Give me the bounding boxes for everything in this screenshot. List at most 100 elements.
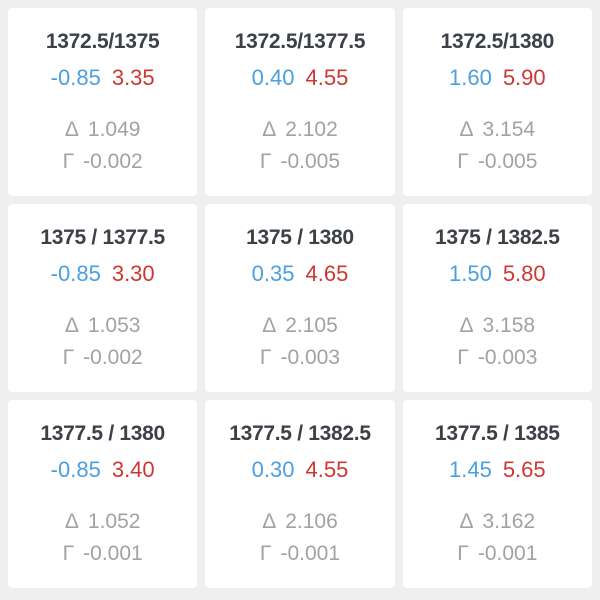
delta-value: 3.158	[482, 314, 536, 337]
gamma-value: -0.001	[477, 542, 538, 565]
gamma-icon: Γ	[457, 150, 469, 173]
greeks-block: Δ 2.102 Γ -0.005	[205, 114, 394, 178]
spread-title: 1375 / 1382.5	[435, 226, 560, 249]
delta-icon: Δ	[64, 510, 79, 533]
bid-price[interactable]: 0.30	[251, 457, 295, 482]
delta-row: Δ 1.049	[8, 114, 197, 146]
price-row: 1.60 5.90	[403, 66, 592, 90]
delta-row: Δ 3.162	[403, 506, 592, 538]
gamma-row: Γ -0.001	[8, 538, 197, 570]
delta-value: 3.162	[482, 510, 536, 533]
gamma-value: -0.005	[477, 150, 538, 173]
gamma-row: Γ -0.003	[205, 342, 394, 374]
gamma-row: Γ -0.003	[403, 342, 592, 374]
spread-title: 1377.5 / 1382.5	[229, 422, 371, 445]
gamma-icon: Γ	[62, 346, 75, 369]
bid-price[interactable]: 0.35	[251, 261, 295, 286]
ask-price[interactable]: 4.55	[305, 457, 349, 482]
bid-price[interactable]: -0.85	[50, 261, 101, 286]
greeks-block: Δ 1.049 Γ -0.002	[8, 114, 197, 178]
bid-price[interactable]: 1.45	[448, 457, 492, 482]
gamma-icon: Γ	[457, 542, 469, 565]
delta-row: Δ 3.154	[403, 114, 592, 146]
delta-icon: Δ	[262, 314, 277, 337]
gamma-value: -0.003	[280, 346, 341, 369]
price-row: 1.45 5.65	[403, 458, 592, 482]
gamma-row: Γ -0.002	[8, 342, 197, 374]
delta-value: 2.105	[285, 314, 338, 337]
gamma-value: -0.003	[477, 346, 538, 369]
greeks-block: Δ 2.106 Γ -0.001	[205, 506, 394, 570]
price-row: 0.40 4.55	[205, 66, 394, 90]
delta-row: Δ 2.102	[205, 114, 394, 146]
price-row: 0.30 4.55	[205, 458, 394, 482]
spread-card[interactable]: 1375 / 1380 0.35 4.65 Δ 2.105 Γ -0.003	[205, 204, 395, 392]
delta-value: 1.052	[87, 510, 141, 533]
delta-row: Δ 1.053	[8, 310, 197, 342]
delta-icon: Δ	[64, 118, 79, 141]
greeks-block: Δ 3.162 Γ -0.001	[403, 506, 592, 570]
gamma-icon: Γ	[259, 542, 272, 565]
ask-price[interactable]: 4.55	[305, 65, 349, 90]
spread-card[interactable]: 1375 / 1377.5 -0.85 3.30 Δ 1.053 Γ -0.00…	[8, 204, 198, 392]
gamma-value: -0.005	[280, 150, 341, 173]
ask-price[interactable]: 5.65	[502, 457, 546, 482]
ask-price[interactable]: 5.90	[502, 65, 546, 90]
bid-price[interactable]: 0.40	[251, 65, 295, 90]
spread-card[interactable]: 1377.5 / 1382.5 0.30 4.55 Δ 2.106 Γ -0.0…	[205, 400, 395, 588]
greeks-block: Δ 3.158 Γ -0.003	[403, 310, 592, 374]
spread-title: 1372.5/1375	[45, 30, 160, 53]
delta-value: 2.106	[285, 510, 338, 533]
bid-price[interactable]: 1.60	[448, 65, 492, 90]
delta-value: 3.154	[482, 118, 536, 141]
gamma-value: -0.001	[280, 542, 341, 565]
delta-icon: Δ	[262, 118, 277, 141]
gamma-value: -0.001	[83, 542, 143, 565]
spread-card[interactable]: 1377.5 / 1385 1.45 5.65 Δ 3.162 Γ -0.001	[402, 400, 592, 588]
ask-price[interactable]: 3.35	[111, 65, 155, 90]
spread-title: 1372.5/1380	[440, 30, 555, 53]
bid-price[interactable]: -0.85	[50, 457, 101, 482]
spread-card[interactable]: 1375 / 1382.5 1.50 5.80 Δ 3.158 Γ -0.003	[402, 204, 592, 392]
gamma-value: -0.002	[83, 346, 143, 369]
ask-price[interactable]: 4.65	[305, 261, 349, 286]
gamma-icon: Γ	[259, 150, 272, 173]
price-row: 0.35 4.65	[205, 262, 394, 286]
delta-value: 1.053	[87, 314, 141, 337]
delta-icon: Δ	[459, 510, 474, 533]
price-row: -0.85 3.30	[8, 262, 197, 286]
price-row: -0.85 3.40	[8, 458, 197, 482]
bid-price[interactable]: -0.85	[50, 65, 101, 90]
delta-icon: Δ	[64, 314, 79, 337]
greeks-block: Δ 1.053 Γ -0.002	[8, 310, 197, 374]
gamma-row: Γ -0.001	[205, 538, 394, 570]
gamma-row: Γ -0.002	[8, 146, 197, 178]
spread-card[interactable]: 1372.5/1380 1.60 5.90 Δ 3.154 Γ -0.005	[402, 8, 592, 196]
greeks-block: Δ 3.154 Γ -0.005	[403, 114, 592, 178]
spread-card[interactable]: 1377.5 / 1380 -0.85 3.40 Δ 1.052 Γ -0.00…	[8, 400, 198, 588]
spread-card[interactable]: 1372.5/1377.5 0.40 4.55 Δ 2.102 Γ -0.005	[205, 8, 395, 196]
delta-row: Δ 3.158	[403, 310, 592, 342]
delta-icon: Δ	[459, 118, 474, 141]
spread-title: 1375 / 1380	[246, 226, 354, 249]
delta-value: 2.102	[285, 118, 338, 141]
spread-title: 1377.5 / 1380	[40, 422, 165, 445]
gamma-row: Γ -0.005	[205, 146, 394, 178]
ask-price[interactable]: 3.40	[111, 457, 155, 482]
gamma-row: Γ -0.001	[403, 538, 592, 570]
delta-row: Δ 1.052	[8, 506, 197, 538]
ask-price[interactable]: 3.30	[111, 261, 155, 286]
greeks-block: Δ 1.052 Γ -0.001	[8, 506, 197, 570]
delta-row: Δ 2.106	[205, 506, 394, 538]
gamma-icon: Γ	[259, 346, 272, 369]
spread-title: 1377.5 / 1385	[435, 422, 560, 445]
spread-card[interactable]: 1372.5/1375 -0.85 3.35 Δ 1.049 Γ -0.002	[8, 8, 198, 196]
ask-price[interactable]: 5.80	[502, 261, 546, 286]
delta-icon: Δ	[459, 314, 474, 337]
spread-title: 1375 / 1377.5	[40, 226, 165, 249]
gamma-icon: Γ	[457, 346, 469, 369]
bid-price[interactable]: 1.50	[448, 261, 492, 286]
greeks-block: Δ 2.105 Γ -0.003	[205, 310, 394, 374]
gamma-icon: Γ	[62, 542, 75, 565]
